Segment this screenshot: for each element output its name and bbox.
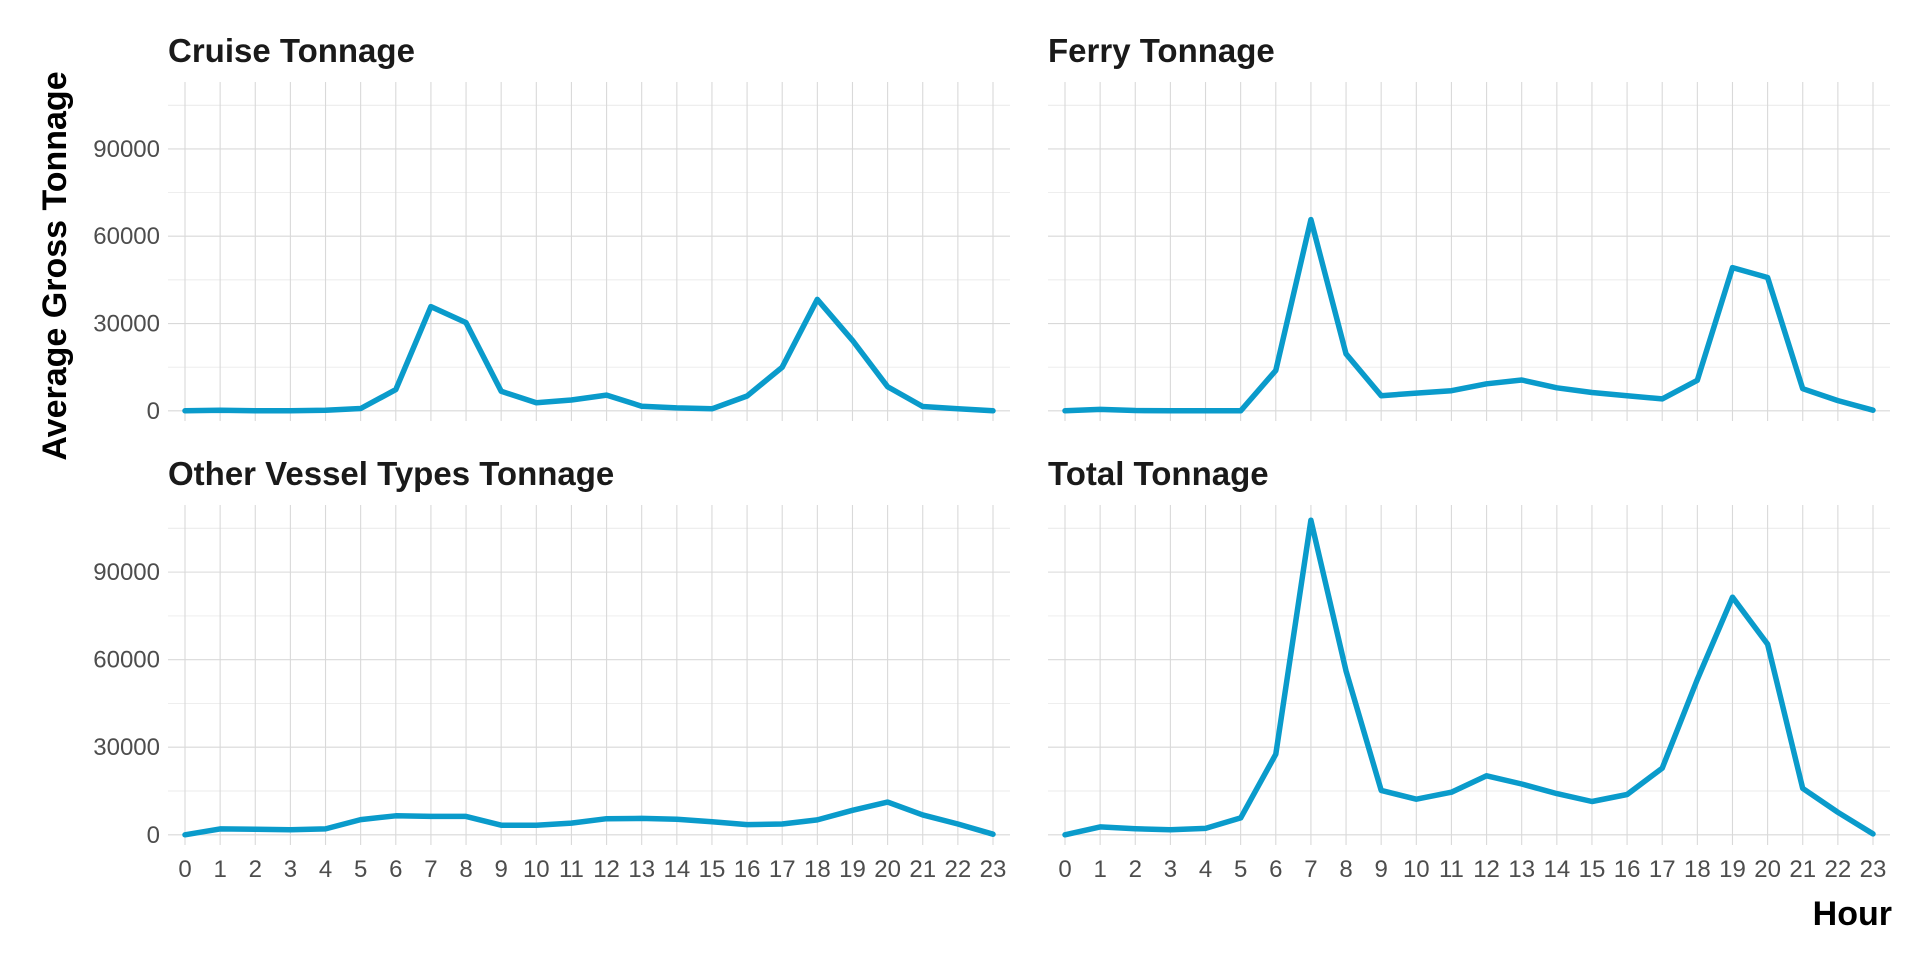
y-tick-label: 90000 — [93, 136, 160, 163]
x-tick-label: 1 — [1093, 856, 1106, 883]
x-tick-label: 11 — [559, 856, 584, 883]
x-tick-label: 12 — [593, 856, 620, 883]
y-axis-title: Average Gross Tonnage — [36, 71, 74, 460]
x-tick-label: 9 — [1374, 856, 1387, 883]
series-line — [1062, 517, 1876, 838]
series-line — [1062, 216, 1876, 414]
x-tick-label: 4 — [1199, 856, 1212, 883]
x-tick-label: 13 — [1508, 856, 1535, 883]
x-tick-label: 4 — [319, 856, 332, 883]
x-tick-label: 11 — [1439, 856, 1464, 883]
y-tick-label: 60000 — [93, 647, 160, 674]
x-tick-label: 7 — [1304, 856, 1317, 883]
x-tick-label: 16 — [1614, 856, 1641, 883]
x-tick-label: 18 — [1684, 856, 1711, 883]
x-tick-label: 14 — [1543, 856, 1570, 883]
x-tick-label: 13 — [628, 856, 655, 883]
x-tick-label: 21 — [909, 856, 936, 883]
y-tick-label: 30000 — [93, 311, 160, 338]
x-tick-label: 16 — [734, 856, 761, 883]
x-axis-title: Hour — [1813, 895, 1892, 933]
x-tick-label: 14 — [663, 856, 690, 883]
x-tick-label: 5 — [354, 856, 367, 883]
x-tick-label: 8 — [459, 856, 472, 883]
panel-title: Total Tonnage — [1048, 455, 1269, 492]
x-tick-label: 20 — [1754, 856, 1781, 883]
panel-title: Other Vessel Types Tonnage — [168, 455, 614, 492]
x-tick-label: 22 — [945, 856, 972, 883]
series-line — [182, 296, 996, 414]
x-tick-label: 0 — [178, 856, 191, 883]
x-tick-label: 23 — [1860, 856, 1887, 883]
x-tick-label: 5 — [1234, 856, 1247, 883]
x-tick-label: 10 — [1403, 856, 1430, 883]
panel-2: Ferry Tonnage — [1048, 32, 1890, 421]
x-tick-label: 23 — [980, 856, 1007, 883]
x-tick-label: 22 — [1825, 856, 1852, 883]
x-tick-label: 12 — [1473, 856, 1500, 883]
panel-title: Cruise Tonnage — [168, 32, 415, 69]
x-tick-label: 19 — [839, 856, 866, 883]
x-tick-label: 6 — [389, 856, 402, 883]
y-tick-label: 0 — [147, 822, 160, 849]
x-tick-label: 6 — [1269, 856, 1282, 883]
y-tick-label: 30000 — [93, 734, 160, 761]
y-tick-label: 0 — [147, 398, 160, 425]
y-tick-label: 60000 — [93, 223, 160, 250]
x-tick-label: 17 — [769, 856, 796, 883]
x-tick-label: 2 — [249, 856, 262, 883]
x-tick-label: 7 — [424, 856, 437, 883]
y-tick-label: 90000 — [93, 559, 160, 586]
x-tick-label: 15 — [699, 856, 726, 883]
x-tick-label: 0 — [1058, 856, 1071, 883]
x-tick-label: 1 — [213, 856, 226, 883]
x-tick-label: 19 — [1719, 856, 1746, 883]
x-tick-label: 9 — [494, 856, 507, 883]
x-tick-label: 8 — [1339, 856, 1352, 883]
x-tick-label: 15 — [1579, 856, 1606, 883]
panel-title: Ferry Tonnage — [1048, 32, 1275, 69]
panel-3: Other Vessel Types Tonnage 0 30000 60000 900… — [93, 455, 1010, 883]
x-tick-label: 18 — [804, 856, 831, 883]
x-tick-label: 3 — [1164, 856, 1177, 883]
series-line — [182, 799, 996, 838]
x-tick-label: 2 — [1129, 856, 1142, 883]
x-tick-label: 21 — [1789, 856, 1816, 883]
panel-1: Cruise Tonnage 0 30000 60000 90000 — [93, 32, 1010, 425]
x-tick-label: 3 — [284, 856, 297, 883]
x-tick-label: 10 — [523, 856, 550, 883]
x-tick-label: 17 — [1649, 856, 1676, 883]
x-tick-label: 20 — [874, 856, 901, 883]
